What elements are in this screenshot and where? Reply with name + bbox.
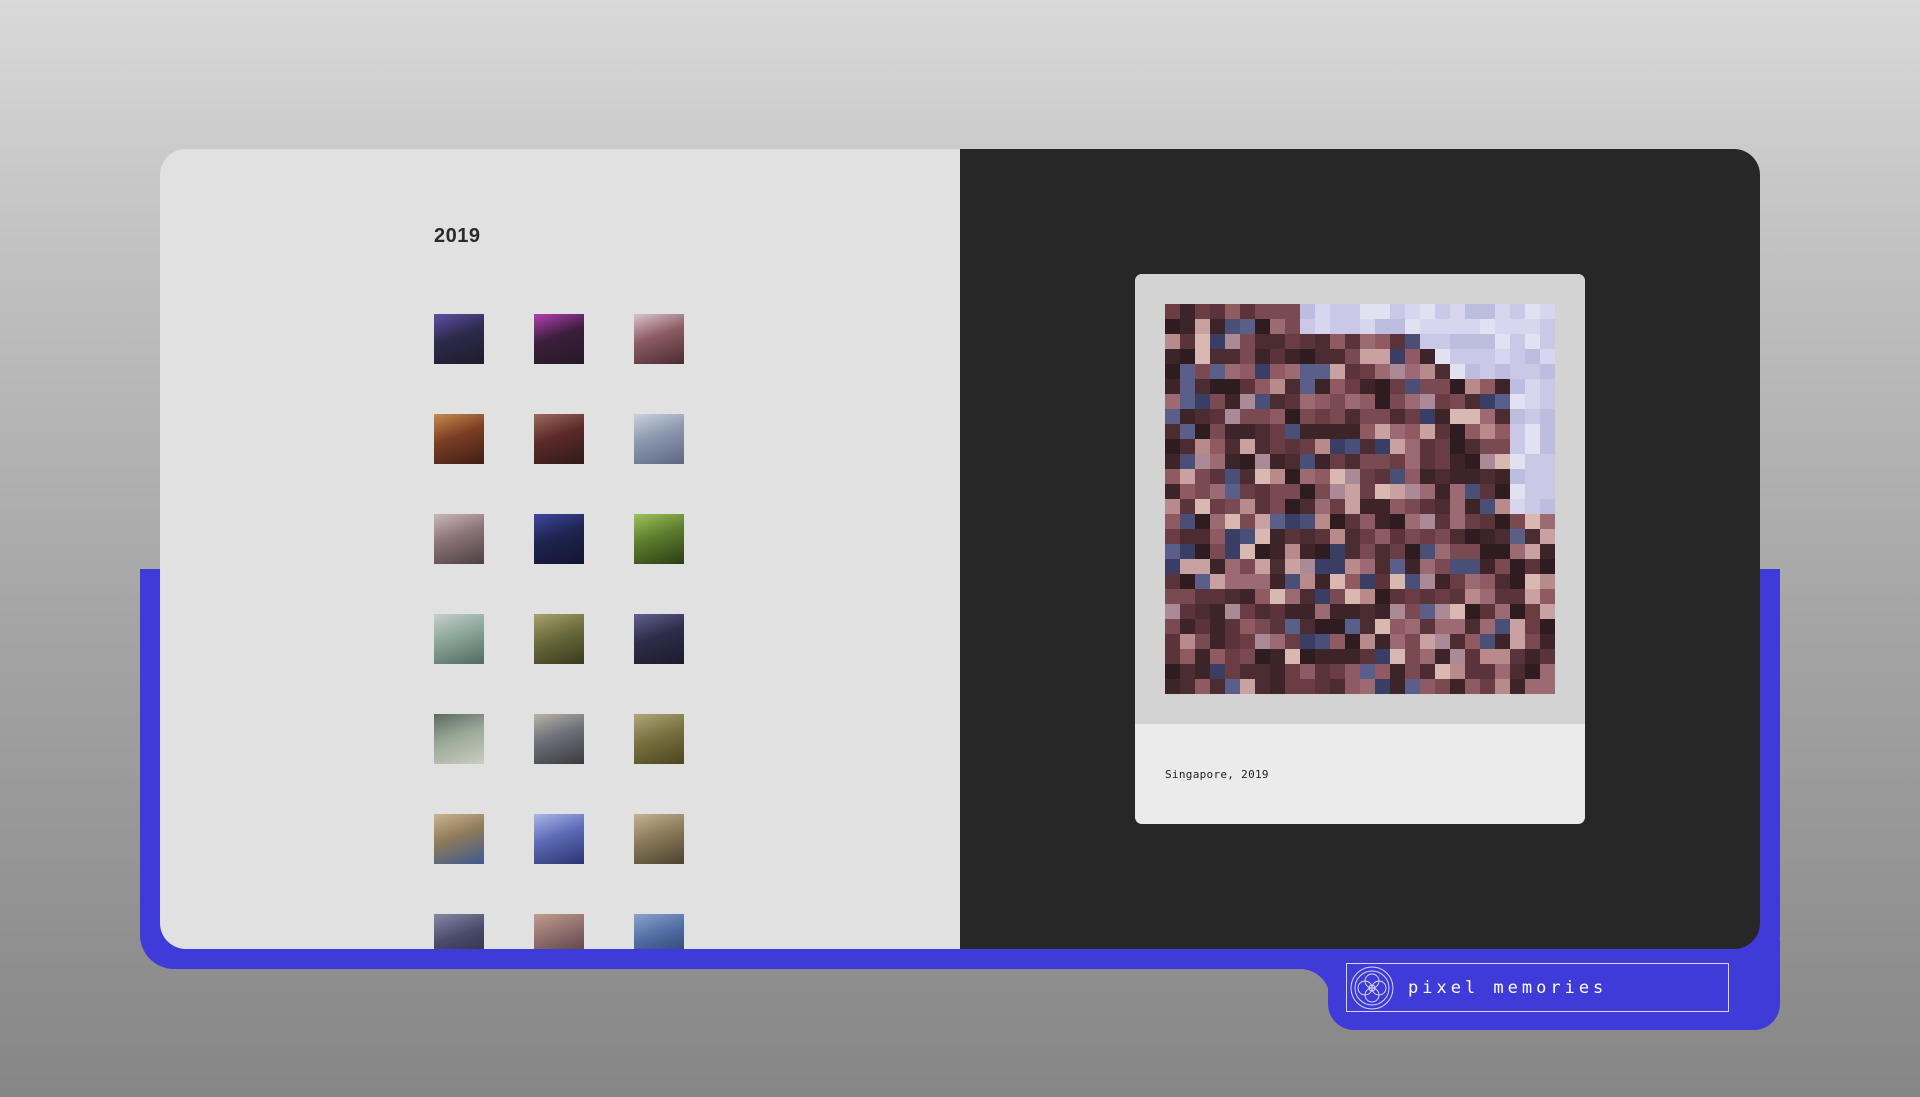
thumb-tree-building[interactable] (634, 714, 684, 764)
flower-ring-icon (1350, 966, 1394, 1009)
photo-caption: Singapore, 2019 (1165, 768, 1269, 781)
thumb-partial-3[interactable] (634, 914, 684, 949)
thumb-lanterns[interactable] (434, 414, 484, 464)
thumb-night-plants[interactable] (634, 614, 684, 664)
thumb-city-night[interactable] (434, 314, 484, 364)
pixelated-photo (1165, 304, 1555, 694)
brand-name: pixel memories (1408, 977, 1608, 998)
thumb-skyline-dusk[interactable] (634, 814, 684, 864)
thumb-blue-dark[interactable] (534, 514, 584, 564)
thumb-partial-1[interactable] (434, 914, 484, 949)
thumb-temple[interactable] (634, 314, 684, 364)
thumb-green-spiral[interactable] (634, 514, 684, 564)
preview-panel: Singapore, 2019 (960, 149, 1760, 949)
thumb-neon-stage[interactable] (534, 314, 584, 364)
year-heading: 2019 (434, 225, 481, 247)
gallery-panel[interactable]: 2019 (160, 149, 960, 949)
thumb-ice-cream[interactable] (434, 814, 484, 864)
thumb-person-walk[interactable] (434, 714, 484, 764)
thumb-towers[interactable] (434, 514, 484, 564)
preview-photo (1165, 304, 1555, 694)
brand-box: pixel memories (1346, 963, 1729, 1012)
thumb-partial-2[interactable] (534, 914, 584, 949)
polaroid-preview: Singapore, 2019 (1135, 274, 1585, 824)
main-card: 2019 Singapore, 2019 (160, 149, 1760, 949)
accent-tab (1328, 940, 1780, 1030)
thumb-building-blue[interactable] (634, 414, 684, 464)
thumb-people-park[interactable] (534, 614, 584, 664)
thumb-interior-red[interactable] (534, 414, 584, 464)
thumb-pool-building[interactable] (534, 714, 584, 764)
thumb-skyline-water[interactable] (434, 614, 484, 664)
thumb-glass-tower[interactable] (534, 814, 584, 864)
accent-notch (1290, 969, 1330, 1009)
